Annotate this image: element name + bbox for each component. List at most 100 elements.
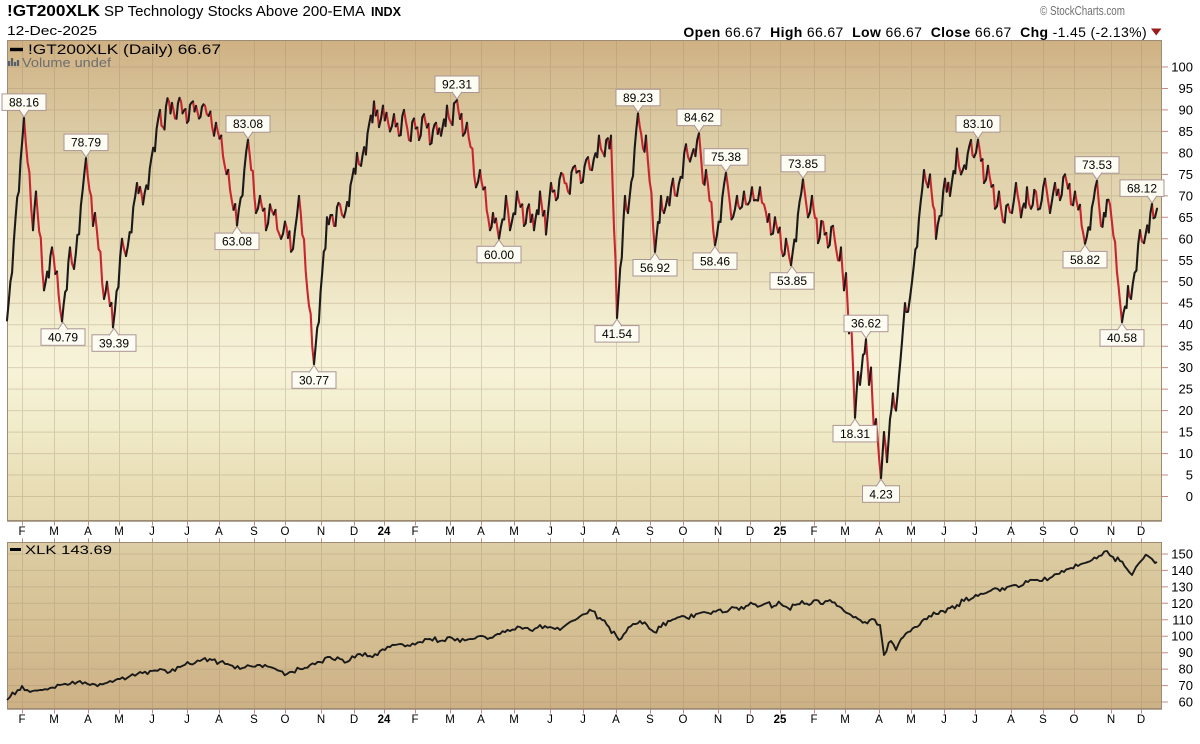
svg-text:Open 66.67 High 66.67 Low 66: Open 66.67 High 66.67 Low 66.67 Close 66… (683, 24, 1147, 40)
svg-text:© StockCharts.com: © StockCharts.com (1040, 4, 1125, 18)
svg-text:75: 75 (1179, 167, 1193, 182)
svg-text:100: 100 (1171, 629, 1193, 644)
svg-text:78.79: 78.79 (71, 136, 101, 150)
svg-text:J: J (941, 526, 947, 538)
svg-text:60: 60 (1179, 695, 1193, 710)
svg-text:N: N (1107, 526, 1115, 538)
svg-text:M: M (906, 526, 916, 538)
svg-text:S: S (250, 714, 258, 726)
svg-text:J: J (580, 526, 586, 538)
svg-text:24: 24 (378, 526, 391, 538)
svg-text:150: 150 (1171, 547, 1193, 562)
svg-text:O: O (1070, 526, 1079, 538)
svg-text:40.58: 40.58 (1107, 331, 1137, 345)
svg-text:90: 90 (1179, 645, 1193, 660)
svg-text:40: 40 (1179, 317, 1193, 332)
svg-text:M: M (509, 714, 519, 726)
svg-text:39.39: 39.39 (99, 336, 129, 350)
svg-text:J: J (547, 714, 553, 726)
svg-text:F: F (411, 526, 418, 538)
svg-text:J: J (972, 526, 978, 538)
svg-text:F: F (18, 714, 25, 726)
svg-text:80: 80 (1179, 145, 1193, 160)
svg-text:D: D (746, 714, 754, 726)
svg-text:M: M (49, 714, 59, 726)
svg-text:100: 100 (1171, 60, 1193, 75)
svg-text:D: D (1137, 526, 1145, 538)
svg-text:A: A (215, 526, 223, 538)
svg-text:N: N (714, 526, 722, 538)
svg-text:10: 10 (1179, 446, 1193, 461)
svg-text:S: S (646, 526, 654, 538)
svg-text:A: A (612, 526, 620, 538)
svg-text:70: 70 (1179, 678, 1193, 693)
svg-text:88.16: 88.16 (9, 95, 39, 109)
svg-text:5: 5 (1186, 468, 1193, 483)
svg-text:73.85: 73.85 (788, 157, 818, 171)
svg-text:60: 60 (1179, 231, 1193, 246)
svg-text:53.85: 53.85 (777, 274, 807, 288)
svg-text:S: S (250, 526, 258, 538)
svg-text:S: S (646, 714, 654, 726)
svg-text:O: O (281, 714, 290, 726)
svg-text:73.53: 73.53 (1082, 158, 1112, 172)
svg-text:A: A (84, 714, 92, 726)
svg-text:25: 25 (774, 526, 787, 538)
svg-text:65: 65 (1179, 210, 1193, 225)
svg-text:A: A (1007, 526, 1015, 538)
svg-text:N: N (1107, 714, 1115, 726)
svg-text:89.23: 89.23 (623, 91, 653, 105)
svg-text:85: 85 (1179, 124, 1193, 139)
svg-text:50: 50 (1179, 274, 1193, 289)
svg-text:!GT200XLK: !GT200XLK (7, 3, 100, 20)
svg-text:J: J (184, 714, 190, 726)
svg-text:70: 70 (1179, 188, 1193, 203)
svg-text:N: N (714, 714, 722, 726)
svg-text:F: F (18, 526, 25, 538)
svg-text:A: A (612, 714, 620, 726)
svg-text:A: A (875, 714, 883, 726)
svg-text:J: J (580, 714, 586, 726)
svg-text:58.82: 58.82 (1070, 253, 1100, 267)
svg-text:A: A (1007, 714, 1015, 726)
svg-text:24: 24 (378, 714, 391, 726)
svg-text:M: M (445, 714, 455, 726)
svg-text:A: A (477, 714, 485, 726)
svg-text:M: M (445, 526, 455, 538)
svg-text:140: 140 (1171, 563, 1193, 578)
svg-text:30.77: 30.77 (299, 373, 329, 387)
svg-text:36.62: 36.62 (851, 317, 881, 331)
svg-text:12-Dec-2025: 12-Dec-2025 (7, 23, 97, 38)
svg-text:40.79: 40.79 (48, 330, 78, 344)
svg-text:M: M (509, 526, 519, 538)
svg-text:N: N (317, 714, 325, 726)
svg-text:15: 15 (1179, 425, 1193, 440)
svg-text:!GT200XLK (Daily) 66.67: !GT200XLK (Daily) 66.67 (28, 42, 221, 57)
svg-text:56.92: 56.92 (640, 261, 670, 275)
svg-text:120: 120 (1171, 596, 1193, 611)
svg-text:90: 90 (1179, 102, 1193, 117)
svg-text:95: 95 (1179, 81, 1193, 96)
svg-text:55: 55 (1179, 253, 1193, 268)
svg-text:83.10: 83.10 (963, 117, 993, 131)
svg-text:S: S (1039, 526, 1047, 538)
svg-text:J: J (149, 526, 155, 538)
svg-text:O: O (679, 526, 688, 538)
svg-text:A: A (477, 526, 485, 538)
svg-text:A: A (875, 526, 883, 538)
svg-text:20: 20 (1179, 403, 1193, 418)
svg-text:F: F (411, 714, 418, 726)
svg-text:0: 0 (1186, 489, 1193, 504)
svg-text:41.54: 41.54 (602, 327, 632, 341)
svg-text:A: A (84, 526, 92, 538)
svg-text:O: O (679, 714, 688, 726)
svg-text:30: 30 (1179, 360, 1193, 375)
svg-text:35: 35 (1179, 339, 1193, 354)
svg-text:M: M (840, 714, 850, 726)
svg-text:SP Technology Stocks Above 200: SP Technology Stocks Above 200-EMA (104, 3, 365, 20)
svg-text:J: J (972, 714, 978, 726)
svg-text:25: 25 (1179, 382, 1193, 397)
svg-text:4.23: 4.23 (869, 487, 893, 501)
svg-text:60.00: 60.00 (484, 248, 514, 262)
svg-text:N: N (317, 526, 325, 538)
